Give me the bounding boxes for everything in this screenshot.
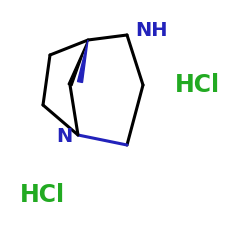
Text: HCl: HCl	[20, 183, 65, 207]
Polygon shape	[68, 40, 88, 86]
Polygon shape	[78, 40, 88, 82]
Text: NH: NH	[135, 20, 168, 40]
Text: HCl: HCl	[175, 73, 220, 97]
Text: N: N	[56, 128, 72, 146]
